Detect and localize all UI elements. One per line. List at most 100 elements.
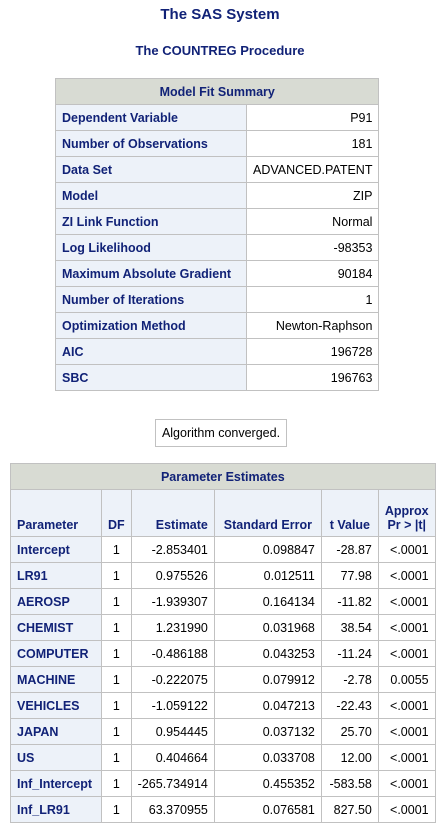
model-fit-summary-body: Dependent Variable P91 Number of Observati… <box>55 104 380 391</box>
param-std-error-cell: 0.037132 <box>213 718 322 745</box>
param-estimate-cell: 0.975526 <box>130 562 215 589</box>
model-fit-label: SBC <box>55 364 247 391</box>
table-row: US 1 0.404664 0.033708 12.00 <.0001 <box>10 744 436 771</box>
param-std-error-cell: 0.033708 <box>213 744 322 771</box>
column-header-approx-pr: Approx Pr > |t| <box>377 489 436 537</box>
param-std-error-cell: 0.047213 <box>213 692 322 719</box>
param-name-cell: MACHINE <box>10 666 102 693</box>
model-fit-row: AIC 196728 <box>55 338 380 365</box>
model-fit-value: -98353 <box>245 234 380 261</box>
param-p-value-cell: <.0001 <box>377 744 436 771</box>
model-fit-value: Normal <box>245 208 380 235</box>
param-estimate-cell: 0.954445 <box>130 718 215 745</box>
parameter-estimates-title: Parameter Estimates <box>10 463 436 490</box>
parameter-estimates-body: Intercept 1 -2.853401 0.098847 -28.87 <.0001 L… <box>10 536 436 823</box>
param-df-cell: 1 <box>101 562 132 589</box>
param-df-cell: 1 <box>101 614 132 641</box>
param-t-value-cell: -11.82 <box>320 588 379 615</box>
column-header-t-value: t Value <box>320 489 379 537</box>
table-row: VEHICLES 1 -1.059122 0.047213 -22.43 <.0001 <box>10 692 436 719</box>
param-name-cell: JAPAN <box>10 718 102 745</box>
system-title: The SAS System <box>160 6 280 23</box>
param-estimate-cell: -0.222075 <box>130 666 215 693</box>
param-p-value-cell: <.0001 <box>377 796 436 823</box>
model-fit-label: Log Likelihood <box>55 234 247 261</box>
param-df-cell: 1 <box>101 692 132 719</box>
param-p-value-cell: <.0001 <box>377 770 436 797</box>
model-fit-row: Maximum Absolute Gradient 90184 <box>55 260 380 287</box>
param-t-value-cell: -11.24 <box>320 640 379 667</box>
param-estimate-cell: -1.939307 <box>130 588 215 615</box>
column-header-estimate: Estimate <box>130 489 215 537</box>
table-row: Intercept 1 -2.853401 0.098847 -28.87 <.0001 <box>10 536 436 563</box>
param-p-value-cell: <.0001 <box>377 588 436 615</box>
table-row: MACHINE 1 -0.222075 0.079912 -2.78 0.0055 <box>10 666 436 693</box>
param-t-value-cell: -2.78 <box>320 666 379 693</box>
model-fit-row: Number of Observations 181 <box>55 130 380 157</box>
model-fit-row: Optimization Method Newton-Raphson <box>55 312 380 339</box>
param-t-value-cell: 25.70 <box>320 718 379 745</box>
param-std-error-cell: 0.079912 <box>213 666 322 693</box>
table-row: JAPAN 1 0.954445 0.037132 25.70 <.0001 <box>10 718 436 745</box>
param-df-cell: 1 <box>101 666 132 693</box>
param-std-error-cell: 0.098847 <box>213 536 322 563</box>
param-std-error-cell: 0.031968 <box>213 614 322 641</box>
param-df-cell: 1 <box>101 718 132 745</box>
param-name-cell: US <box>10 744 102 771</box>
parameter-estimates-column-header-row: Parameter DF Estimate Standard Error t V… <box>10 489 436 537</box>
param-name-cell: Inf_LR91 <box>10 796 102 823</box>
model-fit-label: AIC <box>55 338 247 365</box>
param-t-value-cell: -28.87 <box>320 536 379 563</box>
column-header-standard-error: Standard Error <box>213 489 322 537</box>
param-df-cell: 1 <box>101 536 132 563</box>
model-fit-row: Number of Iterations 1 <box>55 286 380 313</box>
table-row: CHEMIST 1 1.231990 0.031968 38.54 <.0001 <box>10 614 436 641</box>
param-name-cell: COMPUTER <box>10 640 102 667</box>
table-row: Inf_LR91 1 63.370955 0.076581 827.50 <.0001 <box>10 796 436 823</box>
param-name-cell: Inf_Intercept <box>10 770 102 797</box>
param-std-error-cell: 0.455352 <box>213 770 322 797</box>
model-fit-value: 1 <box>245 286 380 313</box>
model-fit-summary-table: Model Fit Summary Dependent Variable P91 N… <box>54 78 380 391</box>
param-estimate-cell: 0.404664 <box>130 744 215 771</box>
convergence-note: Algorithm converged. <box>155 419 287 447</box>
param-p-value-cell: 0.0055 <box>377 666 436 693</box>
param-p-value-cell: <.0001 <box>377 562 436 589</box>
column-header-parameter: Parameter <box>10 489 102 537</box>
model-fit-value: 181 <box>245 130 380 157</box>
param-df-cell: 1 <box>101 640 132 667</box>
table-row: LR91 1 0.975526 0.012511 77.98 <.0001 <box>10 562 436 589</box>
model-fit-value: ZIP <box>245 182 380 209</box>
param-name-cell: VEHICLES <box>10 692 102 719</box>
model-fit-label: Dependent Variable <box>55 104 247 131</box>
param-p-value-cell: <.0001 <box>377 640 436 667</box>
param-name-cell: CHEMIST <box>10 614 102 641</box>
model-fit-row: Log Likelihood -98353 <box>55 234 380 261</box>
model-fit-value: Newton-Raphson <box>245 312 380 339</box>
param-name-cell: AEROSP <box>10 588 102 615</box>
procedure-title: The COUNTREG Procedure <box>135 43 305 58</box>
parameter-estimates-table: Parameter Estimates Parameter DF Estimat… <box>10 463 436 823</box>
model-fit-summary-title: Model Fit Summary <box>54 78 380 105</box>
model-fit-row: Model ZIP <box>55 182 380 209</box>
model-fit-value: 196728 <box>245 338 380 365</box>
param-std-error-cell: 0.043253 <box>213 640 322 667</box>
model-fit-label: Optimization Method <box>55 312 247 339</box>
param-estimate-cell: -2.853401 <box>130 536 215 563</box>
model-fit-value: P91 <box>245 104 380 131</box>
param-df-cell: 1 <box>101 744 132 771</box>
param-estimate-cell: 1.231990 <box>130 614 215 641</box>
param-p-value-cell: <.0001 <box>377 718 436 745</box>
model-fit-value: 196763 <box>245 364 380 391</box>
column-header-approx-line2: Pr > |t| <box>387 518 427 532</box>
model-fit-row: ZI Link Function Normal <box>55 208 380 235</box>
param-t-value-cell: 38.54 <box>320 614 379 641</box>
param-std-error-cell: 0.076581 <box>213 796 322 823</box>
table-row: AEROSP 1 -1.939307 0.164134 -11.82 <.0001 <box>10 588 436 615</box>
param-std-error-cell: 0.164134 <box>213 588 322 615</box>
model-fit-label: Maximum Absolute Gradient <box>55 260 247 287</box>
param-t-value-cell: 77.98 <box>320 562 379 589</box>
param-df-cell: 1 <box>101 770 132 797</box>
model-fit-row: Dependent Variable P91 <box>55 104 380 131</box>
param-p-value-cell: <.0001 <box>377 614 436 641</box>
